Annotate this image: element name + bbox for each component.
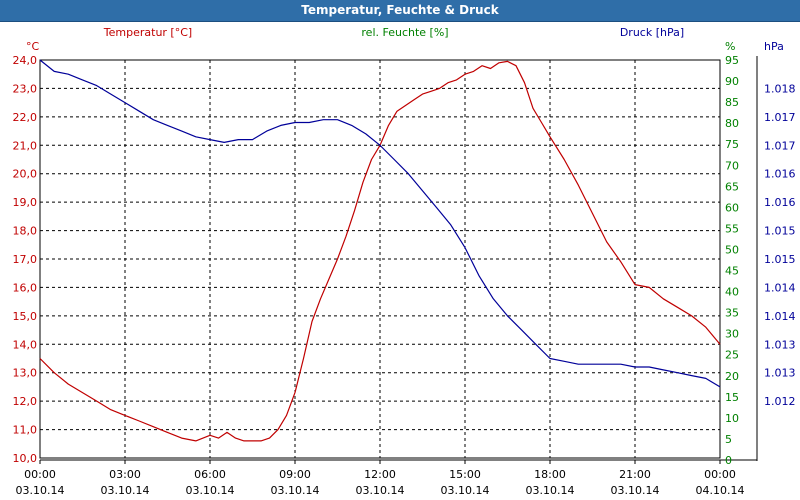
- x-tick-time: 03:00: [109, 468, 141, 481]
- x-tick-time: 09:00: [279, 468, 311, 481]
- pressure-tick-label: 1.012: [764, 395, 796, 408]
- temperature-unit-label: °C: [26, 40, 40, 53]
- pressure-tick-label: 1.013: [764, 338, 796, 351]
- x-tick-time: 21:00: [619, 468, 651, 481]
- pressure-unit-label: hPa: [764, 40, 784, 53]
- x-tick-date: 03.10.14: [16, 484, 65, 497]
- x-tick-time: 12:00: [364, 468, 396, 481]
- plot-border: [39, 56, 758, 461]
- x-tick-date: 03.10.14: [101, 484, 150, 497]
- humidity-tick-label: 75: [725, 138, 739, 151]
- x-tick-date: 03.10.14: [526, 484, 575, 497]
- humidity-tick-label: 35: [725, 307, 739, 320]
- plot-area-border: [39, 59, 721, 459]
- window-title: Temperatur, Feuchte & Druck: [0, 0, 800, 22]
- legend-pressure: Druck [hPa]: [620, 26, 684, 39]
- temperature-tick-label: 13,0: [13, 367, 38, 380]
- x-tick-time: 00:00: [704, 468, 736, 481]
- temperature-tick-label: 21,0: [13, 139, 38, 152]
- humidity-unit-label: %: [725, 40, 735, 53]
- pressure-tick-label: 1.015: [764, 253, 796, 266]
- humidity-tick-label: 10: [725, 412, 739, 425]
- pressure-tick-label: 1.014: [764, 310, 796, 323]
- humidity-tick-label: 90: [725, 75, 739, 88]
- temperature-tick-label: 23,0: [13, 82, 38, 95]
- temperature-tick-label: 14,0: [13, 338, 38, 351]
- legend-humidity: rel. Feuchte [%]: [361, 26, 448, 39]
- x-tick-date: 04.10.14: [696, 484, 745, 497]
- temperature-tick-label: 24,0: [13, 54, 38, 67]
- temperature-tick-label: 19,0: [13, 196, 38, 209]
- pressure-tick-label: 1.017: [764, 111, 796, 124]
- x-tick-date: 03.10.14: [186, 484, 235, 497]
- humidity-tick-label: 55: [725, 222, 739, 235]
- x-tick-time: 06:00: [194, 468, 226, 481]
- x-tick-date: 03.10.14: [611, 484, 660, 497]
- pressure-tick-label: 1.017: [764, 139, 796, 152]
- humidity-tick-label: 30: [725, 328, 739, 341]
- temperature-tick-label: 20,0: [13, 168, 38, 181]
- humidity-tick-label: 70: [725, 159, 739, 172]
- pressure-tick-label: 1.013: [764, 367, 796, 380]
- x-tick-time: 00:00: [24, 468, 56, 481]
- pressure-tick-label: 1.015: [764, 225, 796, 238]
- x-tick-date: 03.10.14: [271, 484, 320, 497]
- humidity-tick-label: 5: [725, 433, 732, 446]
- temperature-tick-label: 18,0: [13, 225, 38, 238]
- legend-temperature: Temperatur [°C]: [103, 26, 192, 39]
- humidity-tick-label: 65: [725, 180, 739, 193]
- temperature-tick-label: 22,0: [13, 111, 38, 124]
- pressure-tick-label: 1.018: [764, 82, 796, 95]
- humidity-tick-label: 25: [725, 349, 739, 362]
- temperature-tick-label: 10,0: [13, 452, 38, 465]
- temperature-tick-label: 16,0: [13, 281, 38, 294]
- humidity-tick-label: 95: [725, 54, 739, 67]
- x-tick-date: 03.10.14: [441, 484, 490, 497]
- humidity-tick-label: 50: [725, 243, 739, 256]
- humidity-tick-label: 85: [725, 96, 739, 109]
- humidity-tick-label: 0: [725, 454, 732, 467]
- x-tick-date: 03.10.14: [356, 484, 405, 497]
- temperature-tick-label: 17,0: [13, 253, 38, 266]
- pressure-series-line: [39, 59, 721, 388]
- humidity-tick-label: 20: [725, 370, 739, 383]
- labels-layer: 24,0 23,0 22,0 21,0 20,0 19,0 18,0 17,0 16,0 15,0…: [13, 26, 796, 497]
- pressure-tick-label: 1.014: [764, 281, 796, 294]
- temperature-tick-label: 11,0: [13, 424, 38, 437]
- x-tick-time: 15:00: [449, 468, 481, 481]
- temperature-series-line: [39, 60, 721, 442]
- temperature-tick-label: 15,0: [13, 310, 38, 323]
- x-tick-time: 18:00: [534, 468, 566, 481]
- temperature-tick-label: 12,0: [13, 395, 38, 408]
- series-layer: [39, 59, 721, 442]
- pressure-tick-label: 1.016: [764, 196, 796, 209]
- pressure-tick-label: 1.016: [764, 168, 796, 181]
- humidity-tick-label: 80: [725, 117, 739, 130]
- humidity-tick-label: 15: [725, 391, 739, 404]
- grid: [40, 60, 720, 458]
- humidity-tick-label: 45: [725, 265, 739, 278]
- humidity-tick-label: 40: [725, 286, 739, 299]
- humidity-tick-label: 60: [725, 201, 739, 214]
